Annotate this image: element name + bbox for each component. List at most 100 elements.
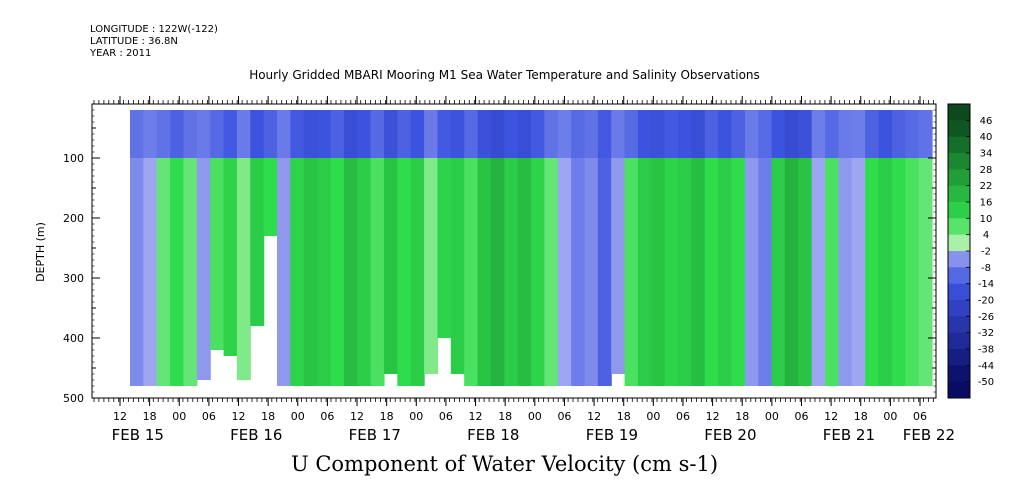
chart-title: Hourly Gridded MBARI Mooring M1 Sea Wate…	[249, 68, 760, 82]
heatmap-cell	[504, 158, 519, 386]
y-tick-label: 100	[63, 152, 84, 165]
heatmap-cell-surface	[477, 110, 492, 158]
heatmap-cell	[611, 158, 626, 374]
heatmap-cell-surface	[410, 110, 425, 158]
x-day-label: FEB 19	[586, 426, 638, 444]
heatmap-cell-surface	[811, 110, 826, 158]
colorbar-label: -26	[978, 312, 994, 323]
heatmap-cell	[691, 158, 706, 386]
heatmap-cell-surface	[571, 110, 586, 158]
heatmap-cell	[784, 158, 799, 386]
heatmap-cell-surface	[825, 110, 840, 158]
heatmap-cell	[878, 158, 893, 386]
heatmap-cell	[170, 158, 185, 386]
x-day-label: FEB 20	[704, 426, 756, 444]
x-tick-label: 06	[439, 410, 453, 423]
heatmap-cell-surface	[798, 110, 813, 158]
x-tick-label: 06	[676, 410, 690, 423]
colorbar-bin	[948, 120, 970, 138]
heatmap-cell	[450, 158, 465, 374]
x-tick-label: 18	[617, 410, 631, 423]
colorbar-bin	[948, 153, 970, 170]
heatmap-cell	[424, 158, 439, 374]
heatmap-cell	[490, 158, 505, 386]
heatmap-cell-surface	[464, 110, 479, 158]
heatmap-cell	[838, 158, 853, 386]
heatmap-cell	[584, 158, 599, 386]
colorbar-bin	[948, 218, 970, 236]
x-axis: 12 18 00 06 12 18 00 06 12 18 00 06 12 18 00 06 12 18 00 06…	[112, 96, 955, 444]
x-tick-label: 00	[765, 410, 779, 423]
heatmap-cell	[343, 158, 358, 386]
heatmap-cell	[290, 158, 305, 386]
x-tick-label: 12	[587, 410, 601, 423]
x-tick-label: 00	[409, 410, 423, 423]
y-tick-label: 400	[63, 332, 84, 345]
heatmap-cell	[918, 158, 933, 386]
heatmap-cell	[236, 158, 251, 380]
colorbar-bin	[948, 300, 970, 317]
x-day-label: FEB 18	[467, 426, 519, 444]
x-minor-ticks	[93, 100, 934, 402]
heatmap-cell	[370, 158, 385, 386]
heatmap-cell	[544, 158, 559, 386]
heatmap-cell	[250, 158, 265, 326]
heatmap-cell-surface	[130, 110, 144, 158]
x-tick-label: 06	[913, 410, 927, 423]
heatmap-cell-surface	[517, 110, 532, 158]
heatmap-cell	[557, 158, 572, 386]
x-tick-label: 18	[261, 410, 275, 423]
heatmap-cell-surface	[704, 110, 719, 158]
x-tick-label: 12	[469, 410, 483, 423]
heatmap-cell	[664, 158, 679, 386]
heatmap-cell-surface	[450, 110, 465, 158]
colorbar-label: 46	[980, 116, 993, 127]
colorbar-label: -44	[978, 361, 994, 372]
heatmap-cell-surface	[437, 110, 452, 158]
heatmap-cell-surface	[424, 110, 439, 158]
x-tick-label: 18	[380, 410, 394, 423]
heatmap-cell-surface	[744, 110, 759, 158]
heatmap-cell	[731, 158, 746, 386]
heatmap-cell-surface	[357, 110, 372, 158]
heatmap-cell	[597, 158, 612, 386]
x-day-label: FEB 16	[230, 426, 282, 444]
colorbar-bin	[948, 283, 970, 301]
heatmap-cell	[771, 158, 786, 386]
heatmap-cell-surface	[343, 110, 358, 158]
heatmap-cell-surface	[504, 110, 519, 158]
heatmap-cell	[303, 158, 318, 386]
heatmap-cell	[678, 158, 692, 386]
y-tick-label: 500	[63, 392, 84, 405]
heatmap-cell-surface	[758, 110, 773, 158]
heatmap-cell-surface	[865, 110, 880, 158]
colorbar-bin	[948, 365, 970, 383]
heatmap-cell-surface	[664, 110, 679, 158]
heatmap-cell	[317, 158, 332, 386]
heatmap-cell	[477, 158, 492, 386]
heatmap-cell-surface	[637, 110, 652, 158]
colorbar: 46 40 34 28 22 16 10 4 -2 -8 -14 -20 -26 -32 -38 -44 -50	[947, 103, 994, 399]
y-tick-label: 300	[63, 272, 84, 285]
heatmap-cell-surface	[303, 110, 318, 158]
heatmap-cell	[196, 158, 211, 380]
heatmap-cell	[825, 158, 840, 386]
colorbar-label: -2	[981, 247, 991, 258]
heatmap-cell-surface	[624, 110, 639, 158]
heatmap-cell	[517, 158, 532, 386]
x-tick-label: 00	[291, 410, 305, 423]
heatmap-cell	[357, 158, 372, 386]
x-tick-label: 06	[202, 410, 216, 423]
heatmap-cell-surface	[918, 110, 933, 158]
x-tick-label: 18	[498, 410, 512, 423]
x-tick-label: 06	[320, 410, 334, 423]
heatmap-cell	[210, 158, 225, 350]
heatmap-cell-surface	[905, 110, 920, 158]
y-axis: 100 200 300 400 500	[63, 109, 936, 405]
heatmap-cell-surface	[878, 110, 893, 158]
heatmap-cell	[798, 158, 813, 386]
heatmap-cell	[130, 158, 144, 386]
heatmap-cell	[143, 158, 158, 386]
heatmap-cell-surface	[196, 110, 211, 158]
